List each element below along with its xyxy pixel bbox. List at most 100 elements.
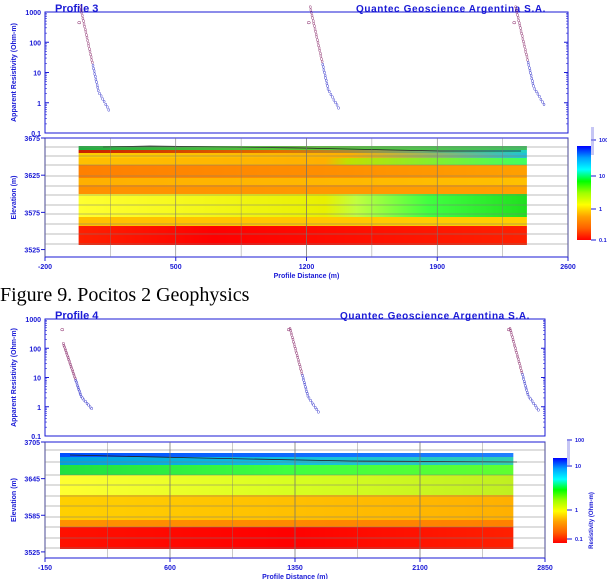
sounding-point: o bbox=[317, 40, 320, 46]
sounding-point: o bbox=[524, 49, 527, 55]
sounding-point: o bbox=[89, 52, 92, 58]
sounding-point: o bbox=[79, 5, 82, 11]
sounding-point: o bbox=[515, 348, 518, 354]
sounding-point: o bbox=[325, 81, 328, 87]
sounding-point: o bbox=[93, 71, 96, 77]
sounding-point: o bbox=[81, 16, 84, 22]
sounding-point: o bbox=[331, 95, 334, 101]
sounding-point: o bbox=[525, 388, 528, 394]
section-ytick-label: 3525 bbox=[24, 248, 40, 255]
sounding-point: o bbox=[86, 401, 89, 407]
sounding-point: o bbox=[516, 355, 519, 361]
section-layer bbox=[78, 165, 527, 178]
sounding-point: o bbox=[77, 387, 80, 393]
colorbar-tick-label: 100 bbox=[575, 438, 584, 444]
section-xlabel: Profile Distance (m) bbox=[262, 574, 328, 579]
sounding-point: o bbox=[101, 96, 104, 102]
top-ytick-label: 0.1 bbox=[31, 131, 41, 138]
sounding-point: o bbox=[519, 26, 522, 32]
chart-title: Profile 4 bbox=[55, 310, 99, 322]
sounding-point: o bbox=[537, 408, 540, 414]
sounding-point: o bbox=[314, 405, 317, 411]
section-ylabel: Elevation (m) bbox=[11, 478, 18, 522]
section-layer bbox=[78, 226, 527, 245]
section-xtick-label: 2100 bbox=[412, 565, 428, 572]
sounding-point: o bbox=[107, 107, 110, 113]
sounding-point: o bbox=[95, 80, 98, 86]
top-panel-frame bbox=[44, 318, 546, 437]
sounding-point: o bbox=[521, 34, 524, 40]
sounding-point: o bbox=[87, 44, 90, 50]
section-xtick-label: 1900 bbox=[429, 264, 445, 271]
sounding-point: o bbox=[527, 63, 530, 69]
sounding-point: o bbox=[535, 405, 538, 411]
sounding-point: o bbox=[321, 59, 324, 65]
sounding-tag: o bbox=[285, 328, 291, 332]
sounding-point: o bbox=[289, 326, 292, 332]
sounding-point: o bbox=[73, 374, 76, 380]
colorbar-tick-label: 0.1 bbox=[575, 537, 583, 543]
sounding-point: o bbox=[303, 380, 306, 386]
sounding-point: o bbox=[320, 54, 323, 60]
sounding-point: o bbox=[290, 330, 293, 336]
sounding-point: o bbox=[315, 32, 318, 38]
sounding-point: o bbox=[312, 403, 315, 409]
sounding-point: o bbox=[295, 348, 298, 354]
section-ytick-label: 3675 bbox=[24, 136, 40, 143]
sounding-point: o bbox=[513, 343, 516, 349]
sounding-point: o bbox=[519, 366, 522, 372]
sounding-point: o bbox=[528, 394, 531, 400]
sounding-point: o bbox=[309, 7, 312, 13]
sounding-point: o bbox=[534, 403, 537, 409]
sounding-point: o bbox=[522, 374, 525, 380]
sounding-point: o bbox=[318, 48, 321, 54]
section-xtick-label: 600 bbox=[164, 565, 176, 572]
sounding-point: o bbox=[324, 75, 327, 81]
sounding-point: o bbox=[85, 32, 88, 38]
top-ytick-label: 1000 bbox=[25, 10, 41, 17]
sounding-point: o bbox=[293, 344, 296, 350]
figure-caption: Figure 9. Pocitos 2 Geophysics bbox=[0, 284, 250, 306]
sounding-point: o bbox=[78, 389, 81, 395]
sounding-point: o bbox=[515, 10, 518, 16]
sounding-point: o bbox=[96, 82, 99, 88]
colorbar-tick-label: 10 bbox=[575, 464, 581, 470]
sounding-point: o bbox=[104, 102, 107, 108]
sounding-point: o bbox=[540, 97, 543, 103]
sounding-point: o bbox=[323, 70, 326, 76]
sounding-point: o bbox=[296, 353, 299, 359]
top-ytick-label: 1 bbox=[37, 101, 41, 108]
sounding-point: o bbox=[312, 21, 315, 27]
sounding-point: o bbox=[79, 392, 82, 398]
sounding-point: o bbox=[89, 49, 92, 55]
sounding-point: o bbox=[532, 401, 535, 407]
sounding-point: o bbox=[530, 73, 533, 79]
section-layer bbox=[60, 495, 514, 520]
sounding-point: o bbox=[520, 28, 523, 34]
sounding-point: o bbox=[81, 396, 84, 402]
sounding-point: o bbox=[299, 364, 302, 370]
sounding-point: o bbox=[521, 36, 524, 42]
sounding-point: o bbox=[522, 377, 525, 383]
sounding-point: o bbox=[541, 100, 544, 106]
sounding-point: o bbox=[311, 400, 314, 406]
sounding-point: o bbox=[518, 23, 521, 29]
sounding-point: o bbox=[301, 371, 304, 377]
sounding-point: o bbox=[538, 94, 541, 100]
sounding-point: o bbox=[300, 369, 303, 375]
sounding-point: o bbox=[292, 339, 295, 345]
sounding-point: o bbox=[532, 81, 535, 87]
section-xtick-label: 2600 bbox=[560, 264, 576, 271]
sounding-point: o bbox=[67, 355, 70, 361]
section-layer bbox=[60, 465, 514, 475]
sounding-point: o bbox=[90, 57, 93, 63]
sounding-point: o bbox=[296, 355, 299, 361]
sounding-point: o bbox=[529, 71, 532, 77]
sounding-point: o bbox=[81, 13, 84, 19]
chart-title: Profile 3 bbox=[55, 3, 98, 15]
sounding-point: o bbox=[289, 328, 292, 334]
sounding-point: o bbox=[293, 342, 296, 348]
sounding-point: o bbox=[528, 65, 531, 71]
